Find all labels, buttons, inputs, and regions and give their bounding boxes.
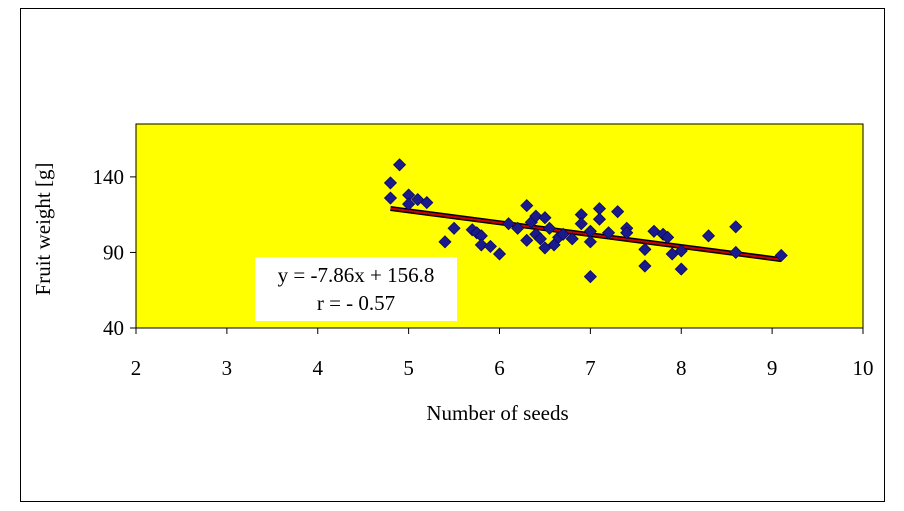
x-tick-label: 2 bbox=[131, 356, 142, 380]
data-point bbox=[620, 226, 634, 240]
data-point bbox=[402, 197, 416, 211]
x-tick-label: 4 bbox=[313, 356, 324, 380]
data-point bbox=[474, 238, 488, 252]
x-tick-label: 8 bbox=[676, 356, 687, 380]
data-point bbox=[529, 209, 543, 223]
data-point bbox=[729, 220, 743, 234]
data-points bbox=[383, 158, 788, 284]
x-axis: 2 3 4 5 6 7 8 9 10 bbox=[131, 328, 874, 380]
data-point bbox=[383, 191, 398, 205]
data-point bbox=[538, 211, 552, 225]
x-tick-label: 9 bbox=[767, 356, 778, 380]
data-point bbox=[447, 221, 461, 235]
trendline bbox=[390, 207, 782, 261]
data-point bbox=[533, 232, 547, 246]
data-point bbox=[638, 259, 652, 273]
data-point bbox=[511, 221, 525, 235]
x-tick-label: 7 bbox=[585, 356, 596, 380]
trendline-group bbox=[390, 206, 782, 263]
y-tick-label: 140 bbox=[93, 165, 125, 189]
data-point bbox=[383, 176, 398, 190]
data-point bbox=[701, 229, 716, 243]
x-axis-title: Number of seeds bbox=[426, 401, 568, 425]
y-axis: 40 90 140 bbox=[93, 165, 136, 340]
data-point bbox=[592, 212, 607, 226]
plot-area bbox=[135, 123, 864, 329]
equation-text: y = -7.86x + 156.8 bbox=[278, 263, 435, 287]
data-point bbox=[392, 158, 407, 172]
data-point bbox=[601, 226, 616, 240]
data-point bbox=[502, 217, 516, 231]
data-point bbox=[638, 242, 652, 256]
y-tick-label: 90 bbox=[103, 240, 124, 264]
data-point bbox=[661, 230, 675, 244]
data-point bbox=[674, 244, 688, 258]
data-point bbox=[674, 262, 688, 276]
data-point bbox=[492, 247, 507, 261]
correlation-text: r = - 0.57 bbox=[317, 291, 395, 315]
data-point bbox=[611, 205, 625, 219]
data-point bbox=[520, 233, 534, 247]
data-point bbox=[583, 235, 597, 249]
data-point bbox=[483, 239, 497, 253]
x-tick-label: 5 bbox=[403, 356, 414, 380]
data-point bbox=[420, 196, 434, 210]
data-point bbox=[774, 248, 788, 263]
data-point bbox=[542, 221, 557, 235]
data-point bbox=[574, 217, 588, 231]
y-tick-label: 40 bbox=[103, 316, 124, 340]
x-tick-label: 3 bbox=[222, 356, 233, 380]
x-tick-label: 10 bbox=[853, 356, 874, 380]
data-point bbox=[565, 232, 579, 246]
data-point bbox=[729, 245, 743, 260]
data-point bbox=[438, 235, 452, 249]
data-point bbox=[583, 270, 597, 284]
y-axis-title: Fruit weight [g] bbox=[31, 163, 55, 296]
equation-box bbox=[255, 257, 457, 321]
x-tick-label: 6 bbox=[494, 356, 505, 380]
data-point bbox=[520, 199, 534, 213]
data-point bbox=[556, 227, 570, 241]
equation-annotation: y = -7.86x + 156.8 r = - 0.57 bbox=[255, 257, 457, 321]
